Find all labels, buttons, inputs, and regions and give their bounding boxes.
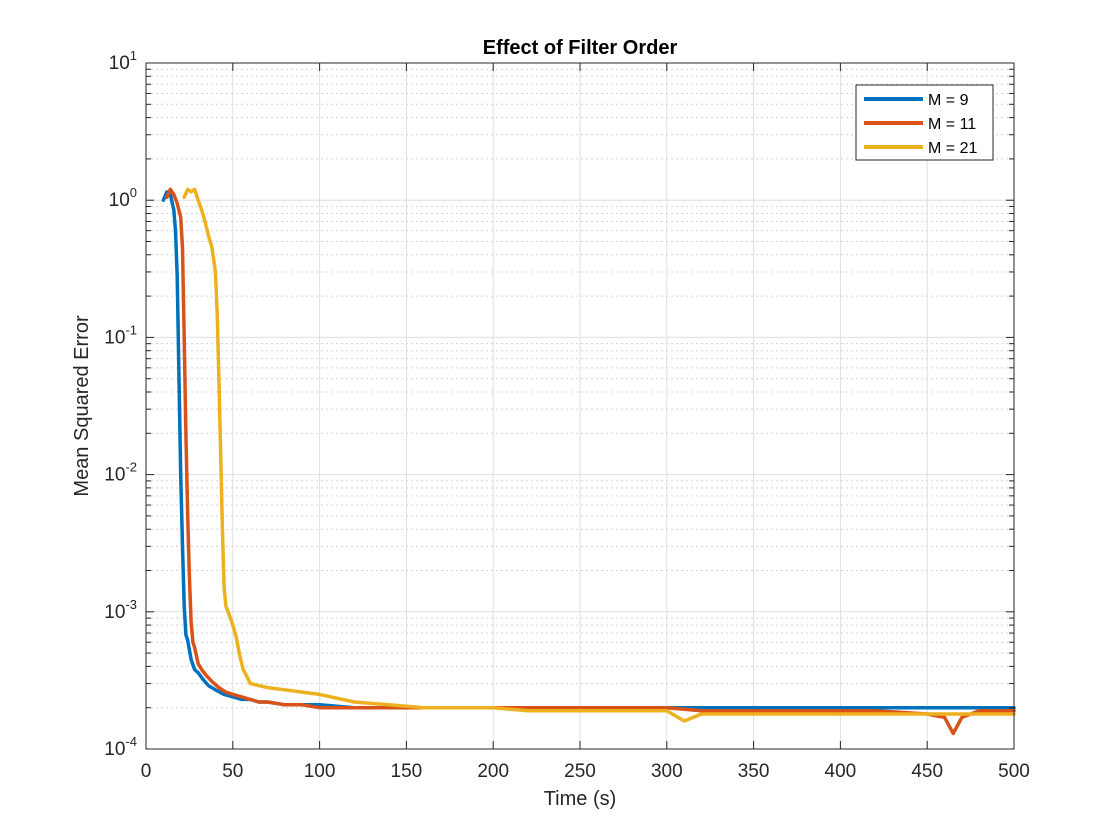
legend-label: M = 11: [928, 116, 976, 133]
y-tick-label: 10-4: [104, 734, 137, 760]
x-tick-label: 250: [564, 761, 596, 782]
y-tick-label: 100: [109, 185, 137, 211]
y-axis: 10-4 10-3 10-2 10-1 100 101: [104, 48, 1014, 760]
x-tick-label: 500: [998, 761, 1030, 782]
x-tick-label: 350: [738, 761, 770, 782]
x-tick-label: 50: [222, 761, 243, 782]
y-tick-label: 10-1: [104, 322, 137, 348]
x-tick-label: 200: [477, 761, 509, 782]
x-tick-label: 450: [911, 761, 943, 782]
y-tick-label: 10-2: [104, 460, 137, 486]
series-line-3: [182, 187, 1016, 723]
x-tick-label: 300: [651, 761, 683, 782]
x-tick-label: 400: [825, 761, 857, 782]
series-line-1: [161, 190, 1016, 710]
legend-label: M = 9: [928, 92, 969, 109]
series-line-2: [165, 187, 1016, 736]
x-tick-label: 100: [304, 761, 336, 782]
major-grid: [146, 63, 1014, 749]
x-tick-label: 150: [391, 761, 423, 782]
x-tick-label: 0: [141, 761, 152, 782]
y-tick-label: 101: [109, 48, 137, 74]
legend: M = 9 M = 11 M = 21: [855, 84, 994, 161]
series-layer: [161, 187, 1016, 736]
chart-title: Effect of Filter Order: [483, 37, 678, 59]
x-axis: 0 50 100 150 200 250 300 350 400 450 500: [141, 63, 1030, 782]
x-axis-label: Time (s): [544, 788, 617, 810]
legend-label: M = 21: [928, 140, 977, 157]
y-axis-label: Mean Squared Error: [71, 315, 93, 497]
y-tick-label: 10-3: [104, 597, 137, 623]
